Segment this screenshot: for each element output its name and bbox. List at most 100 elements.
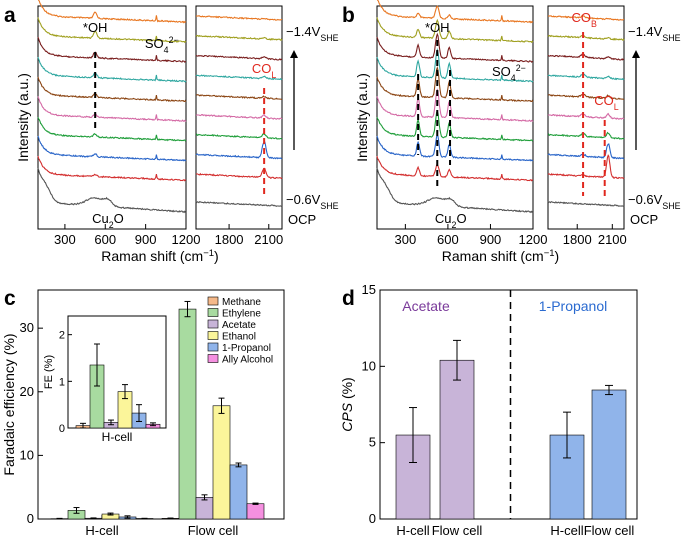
x-tick-label: 1800 <box>563 232 592 247</box>
inset-y-tick-label: 0 <box>59 423 65 435</box>
spectrum-line-left <box>37 96 187 123</box>
plot-frame <box>379 289 638 520</box>
spectrum-line-right <box>547 201 625 207</box>
co-label: COB <box>572 10 598 29</box>
bar-1-propanol-flow-cell <box>591 389 627 520</box>
spectrum-line-right <box>195 74 283 81</box>
legend-swatch <box>207 308 219 317</box>
voltage-top-label: −1.4VSHE <box>286 24 339 43</box>
spectrum-line-left <box>376 110 534 142</box>
y-tick-label: 10 <box>362 358 376 373</box>
y-tick-label: 20 <box>20 384 34 399</box>
legend-entry: Acetate <box>222 320 256 331</box>
right-plot-frame <box>547 5 625 230</box>
x-category-label: Flow cell <box>188 523 239 537</box>
right-plot-frame <box>195 5 283 230</box>
spectrum-line-left <box>376 134 534 162</box>
spectrum-line-right <box>547 143 625 160</box>
spectrum-line-left <box>38 0 187 24</box>
legend-entry: Ethylene <box>222 309 261 320</box>
spectrum-line-right <box>547 93 625 101</box>
y-tick-label: 0 <box>27 511 34 526</box>
spectrum-line-right <box>195 94 283 101</box>
y-tick-label: 30 <box>20 320 34 335</box>
legend-swatch <box>207 319 219 329</box>
x-category-label: Flow cell <box>584 523 635 537</box>
spectrum-line-left <box>37 167 187 214</box>
oh-peak-label: *OH <box>83 20 108 35</box>
ocp-label: OCP <box>288 212 316 227</box>
x-tick-label: 600 <box>437 232 459 247</box>
legend-swatch <box>207 342 219 352</box>
x-category-label: H-cell <box>396 523 429 537</box>
bar-ethanol <box>212 405 231 520</box>
spectrum-line-left <box>376 66 534 103</box>
so4-label: SO42− <box>145 35 179 55</box>
x-tick-label: 1200 <box>172 232 201 247</box>
legend-swatch <box>207 296 219 306</box>
cu2o-label: Cu2O <box>92 211 124 230</box>
voltage-bottom-label: −0.6VSHE <box>286 192 339 211</box>
x-category-label: H-cell <box>550 523 583 537</box>
panel-letter-a: a <box>4 4 16 27</box>
x-tick-label: 300 <box>395 232 417 247</box>
spectrum-line-right <box>547 53 625 61</box>
panel-letter-d: d <box>342 287 355 310</box>
spectrum-line-left <box>37 155 187 182</box>
spectrum-line-left <box>376 88 534 123</box>
x-tick-label: 900 <box>480 232 502 247</box>
spectrum-line-right <box>196 15 282 21</box>
spectrum-line-left <box>37 36 187 63</box>
panel-letter-b: b <box>342 4 355 27</box>
spectrum-line-right <box>195 141 283 160</box>
spectrum-line-left <box>376 32 534 63</box>
inset-y-tick-label: 1 <box>59 376 65 388</box>
y-tick-label: 10 <box>20 447 34 462</box>
plot-frame <box>37 289 285 520</box>
x-axis-label: Raman shift (cm−1) <box>442 248 559 265</box>
x-tick-label: 2100 <box>254 232 283 247</box>
spectrum-line-left <box>37 17 187 44</box>
y-axis-label: Faradaic efficiency (%) <box>1 333 17 475</box>
spectrum-line-left <box>377 0 534 24</box>
bar-ally-alcohol <box>246 503 265 520</box>
voltage-bottom-label: −0.6VSHE <box>628 192 681 211</box>
y-axis-label: Intensity (a.u.) <box>15 73 31 162</box>
legend-entry: 1-Propanol <box>222 343 271 354</box>
y-tick-label: 0 <box>369 511 376 526</box>
co-label: COL <box>252 61 277 80</box>
inset-y-tick-label: 2 <box>59 330 65 342</box>
spectrum-line-left <box>37 135 187 162</box>
x-tick-label: 600 <box>94 232 116 247</box>
x-category-label: Flow cell <box>432 523 483 537</box>
legend-entry: Ally Alcohol <box>222 355 273 366</box>
panel-b-raman: 300 600 900 1200 1800 2100 Raman shift (cm−1) I… <box>354 0 681 264</box>
group-label-1-propanol: 1-Propanol <box>539 298 608 314</box>
bar-acetate <box>195 497 214 520</box>
legend-entry: Ethanol <box>222 332 256 343</box>
inset-y-axis-label: FE (%) <box>43 355 55 389</box>
group-label-acetate: Acetate <box>402 298 450 314</box>
panel-a-raman: 300 600 900 1200 1800 2100 Raman shift (cm−1) I… <box>15 0 339 264</box>
spectrum-line-left <box>376 167 534 214</box>
so4-label: SO42− <box>492 63 526 83</box>
inset-frame <box>67 315 167 429</box>
legend-swatch <box>207 354 219 363</box>
legend-swatch <box>207 331 219 340</box>
spectrum-line-right <box>195 54 283 61</box>
panel-letter-c: c <box>4 287 16 310</box>
x-tick-label: 2100 <box>598 232 627 247</box>
x-tick-label: 1800 <box>215 232 244 247</box>
inset-x-label: H-cell <box>102 430 133 444</box>
spectrum-line-right <box>195 201 283 207</box>
voltage-top-label: −1.4VSHE <box>628 24 681 43</box>
ocp-label: OCP <box>630 212 658 227</box>
spectrum-line-right <box>195 132 283 140</box>
spectrum-line-right <box>547 154 625 180</box>
y-axis-label: Intensity (a.u.) <box>354 73 370 162</box>
x-tick-label: 300 <box>54 232 76 247</box>
oh-peak-label: *OH <box>425 20 450 35</box>
x-category-label: H-cell <box>85 523 118 537</box>
